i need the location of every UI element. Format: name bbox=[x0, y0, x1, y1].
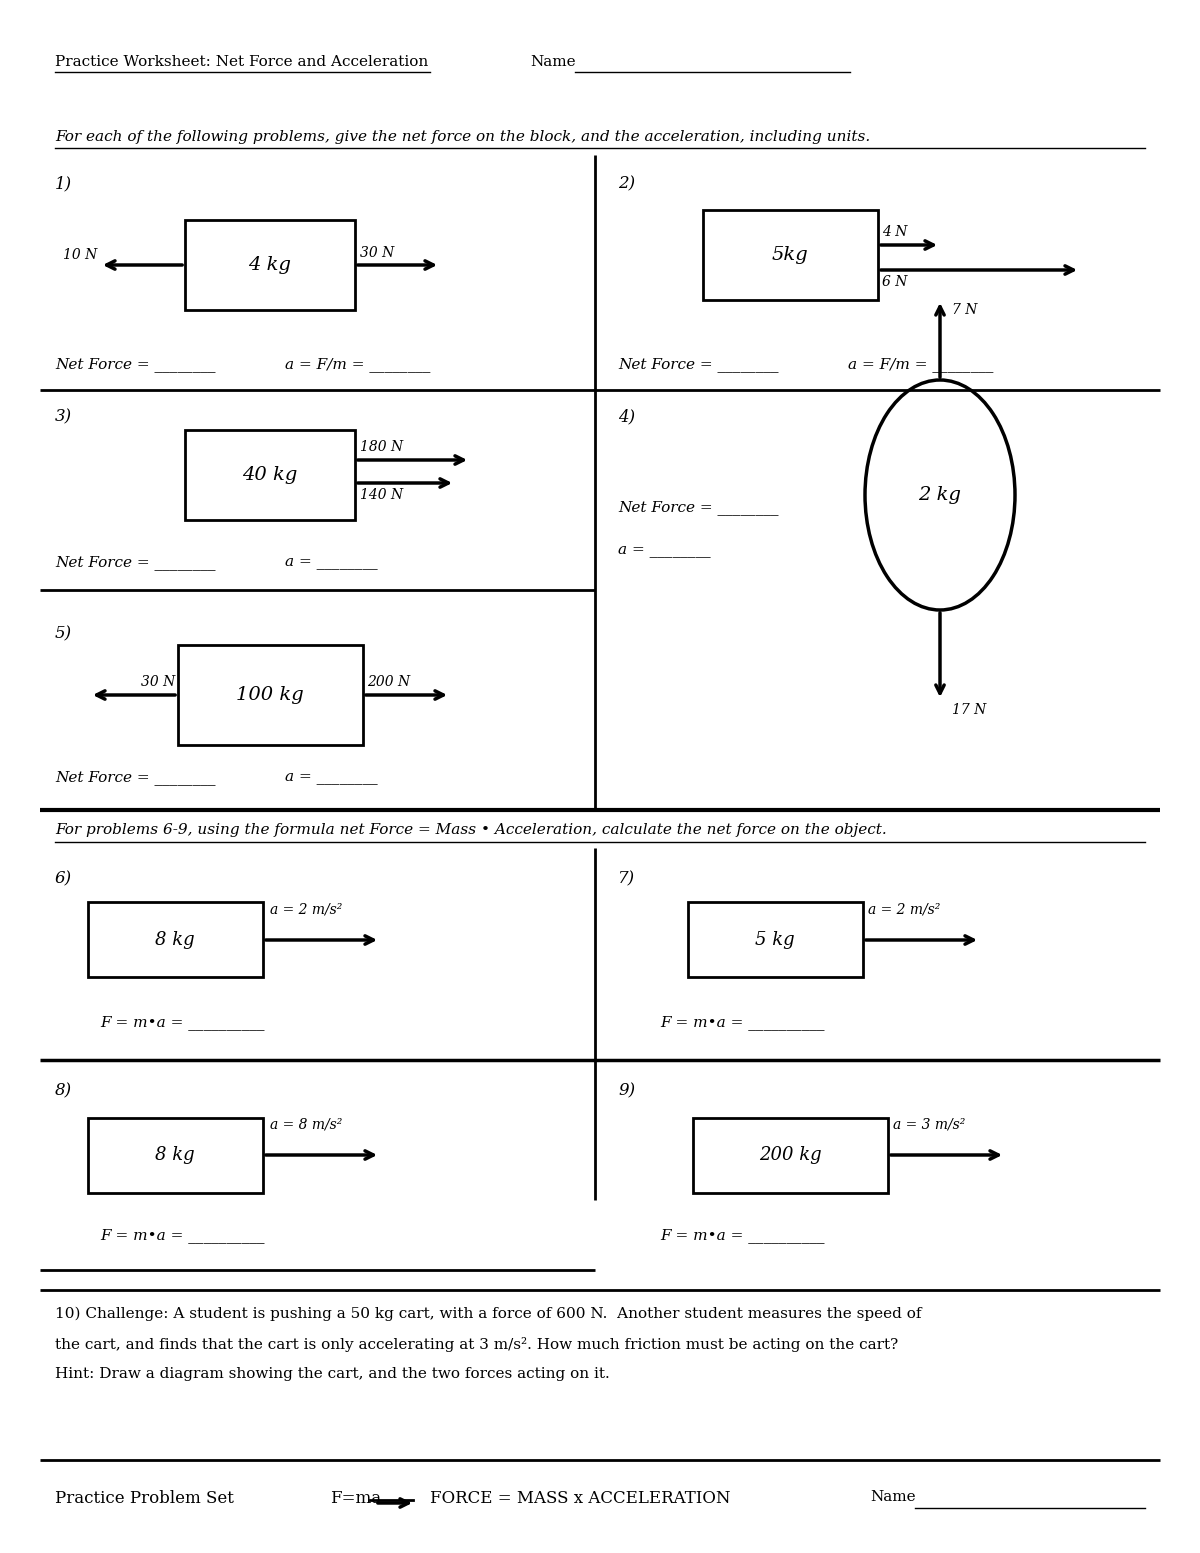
Text: 4 kg: 4 kg bbox=[248, 256, 292, 273]
Text: FORCE = MASS x ACCELERATION: FORCE = MASS x ACCELERATION bbox=[430, 1489, 731, 1506]
Bar bbox=[88, 902, 263, 977]
Ellipse shape bbox=[865, 380, 1015, 610]
Text: Name: Name bbox=[530, 54, 576, 68]
Text: a = ________: a = ________ bbox=[286, 554, 378, 568]
Text: 7 N: 7 N bbox=[952, 303, 977, 317]
Text: F = m•a = __________: F = m•a = __________ bbox=[660, 1228, 824, 1242]
Text: a = F/m = ________: a = F/m = ________ bbox=[286, 357, 431, 371]
Text: a = 3 m/s²: a = 3 m/s² bbox=[893, 1118, 965, 1132]
Text: 5): 5) bbox=[55, 624, 72, 641]
Text: a = 8 m/s²: a = 8 m/s² bbox=[270, 1118, 342, 1132]
Text: 200 kg: 200 kg bbox=[758, 1146, 821, 1165]
Text: 40 kg: 40 kg bbox=[242, 466, 298, 485]
Bar bbox=[692, 1118, 888, 1193]
Text: Practice Problem Set: Practice Problem Set bbox=[55, 1489, 234, 1506]
Text: 6): 6) bbox=[55, 870, 72, 887]
Text: a = ________: a = ________ bbox=[286, 770, 378, 784]
Text: Net Force = ________: Net Force = ________ bbox=[618, 357, 779, 371]
Text: F=ma: F=ma bbox=[330, 1489, 382, 1506]
Text: 30 N: 30 N bbox=[140, 676, 175, 690]
Text: 3): 3) bbox=[55, 408, 72, 426]
Text: a = F/m = ________: a = F/m = ________ bbox=[848, 357, 994, 371]
Text: a = 2 m/s²: a = 2 m/s² bbox=[868, 902, 941, 916]
Text: 2 kg: 2 kg bbox=[918, 486, 961, 505]
Text: 6 N: 6 N bbox=[882, 275, 907, 289]
Text: For problems 6-9, using the formula net Force = Mass • Acceleration, calculate t: For problems 6-9, using the formula net … bbox=[55, 823, 887, 837]
Text: 10) Challenge: A student is pushing a 50 kg cart, with a force of 600 N.  Anothe: 10) Challenge: A student is pushing a 50… bbox=[55, 1308, 922, 1322]
Text: 8): 8) bbox=[55, 1082, 72, 1100]
Text: 8 kg: 8 kg bbox=[155, 930, 194, 949]
Text: 2): 2) bbox=[618, 175, 635, 193]
Text: Hint: Draw a diagram showing the cart, and the two forces acting on it.: Hint: Draw a diagram showing the cart, a… bbox=[55, 1367, 610, 1381]
Text: 17 N: 17 N bbox=[952, 704, 986, 717]
Text: 5 kg: 5 kg bbox=[755, 930, 794, 949]
Text: Net Force = ________: Net Force = ________ bbox=[55, 770, 216, 784]
Text: F = m•a = __________: F = m•a = __________ bbox=[100, 1016, 264, 1030]
Text: Net Force = ________: Net Force = ________ bbox=[55, 357, 216, 371]
Text: 8 kg: 8 kg bbox=[155, 1146, 194, 1165]
Text: 1): 1) bbox=[55, 175, 72, 193]
Bar bbox=[702, 210, 877, 300]
Text: 30 N: 30 N bbox=[360, 245, 395, 259]
Bar bbox=[185, 221, 355, 311]
Text: For each of the following problems, give the net force on the block, and the acc: For each of the following problems, give… bbox=[55, 130, 870, 144]
Bar bbox=[185, 430, 355, 520]
Text: 200 N: 200 N bbox=[367, 676, 410, 690]
Text: F = m•a = __________: F = m•a = __________ bbox=[100, 1228, 264, 1242]
Text: F = m•a = __________: F = m•a = __________ bbox=[660, 1016, 824, 1030]
Text: Net Force = ________: Net Force = ________ bbox=[618, 500, 779, 516]
Text: 4): 4) bbox=[618, 408, 635, 426]
Text: 140 N: 140 N bbox=[360, 488, 403, 502]
Bar bbox=[178, 644, 362, 745]
Text: 180 N: 180 N bbox=[360, 439, 403, 453]
Text: 100 kg: 100 kg bbox=[236, 686, 304, 704]
Text: Name: Name bbox=[870, 1489, 916, 1503]
Bar bbox=[88, 1118, 263, 1193]
Bar bbox=[688, 902, 863, 977]
Text: 5kg: 5kg bbox=[772, 245, 809, 264]
Text: 10 N: 10 N bbox=[62, 248, 97, 262]
Text: a = 2 m/s²: a = 2 m/s² bbox=[270, 902, 342, 916]
Text: 4 N: 4 N bbox=[882, 225, 907, 239]
Text: Net Force = ________: Net Force = ________ bbox=[55, 554, 216, 570]
Text: 9): 9) bbox=[618, 1082, 635, 1100]
Text: a = ________: a = ________ bbox=[618, 544, 710, 558]
Text: 7): 7) bbox=[618, 870, 635, 887]
Text: the cart, and finds that the cart is only accelerating at 3 m/s². How much frict: the cart, and finds that the cart is onl… bbox=[55, 1337, 899, 1353]
Text: Practice Worksheet: Net Force and Acceleration: Practice Worksheet: Net Force and Accele… bbox=[55, 54, 428, 68]
